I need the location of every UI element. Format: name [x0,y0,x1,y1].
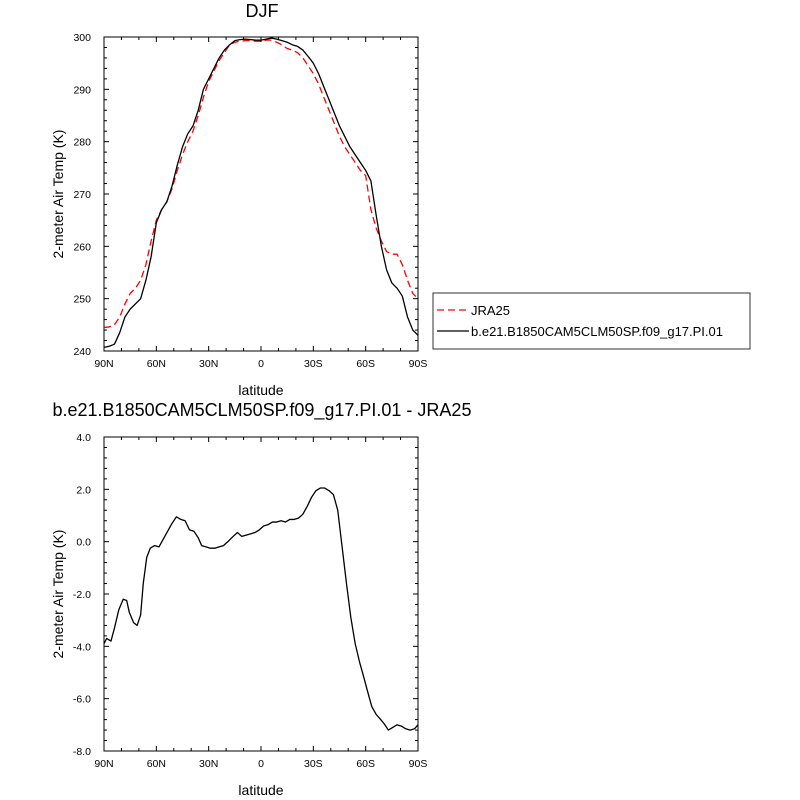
x-axis-label: latitude [238,782,283,798]
y-tick-label: 0.0 [76,537,91,549]
x-tick-label: 60S [356,758,375,770]
x-tick-label: 60N [147,758,166,770]
y-tick-label: -2.0 [73,589,91,601]
y-tick-label: 240 [73,346,91,358]
plot-frame [103,36,419,352]
x-tick-label: 30S [304,358,323,370]
legend-box [432,292,751,350]
chart-title: b.e21.B1850CAM5CLM50SP.f09_g17.PI.01 - J… [53,400,472,421]
y-tick-label: -4.0 [73,641,91,653]
x-tick-label: 0 [258,758,264,770]
y-tick-label: 2.0 [76,484,91,496]
legend-label: b.e21.B1850CAM5CLM50SP.f09_g17.PI.01 [471,324,723,339]
x-tick-label: 0 [258,358,264,370]
y-tick-label: -6.0 [73,694,91,706]
y-tick-label: 280 [73,137,91,149]
x-tick-label: 60N [147,358,166,370]
x-tick-label: 60S [356,358,375,370]
y-tick-label: 270 [73,189,91,201]
series-line-difference [103,487,419,731]
y-axis-label: 2-meter Air Temp (K) [50,130,66,259]
series-line-jra25 [103,39,419,329]
y-tick-label: 4.0 [76,432,91,444]
chart-title: DJF [246,1,279,21]
x-axis-label: latitude [238,382,283,398]
y-tick-label: 250 [73,294,91,306]
y-tick-label: -8.0 [73,746,91,758]
x-tick-label: 30N [199,358,218,370]
y-axis-label: 2-meter Air Temp (K) [50,530,66,659]
x-tick-label: 90S [409,758,428,770]
x-tick-label: 90N [94,358,113,370]
legend-label: JRA25 [471,303,510,318]
panel-temperature-difference: b.e21.B1850CAM5CLM50SP.f09_g17.PI.01 - J… [50,400,471,798]
series-line-model [103,37,419,348]
y-tick-label: 300 [73,32,91,44]
y-tick-label: 260 [73,241,91,253]
x-tick-label: 30N [199,758,218,770]
x-tick-label: 30S [304,758,323,770]
x-tick-label: 90S [409,358,428,370]
panel-mean-temperature: DJF 90N 60N 30N 0 30S 60S 90S 240 250 260 270 280 290… [50,1,751,398]
legend: JRA25 b.e21.B1850CAM5CLM50SP.f09_g17.PI.0… [432,292,751,350]
x-tick-label: 90N [94,758,113,770]
y-tick-label: 290 [73,84,91,96]
